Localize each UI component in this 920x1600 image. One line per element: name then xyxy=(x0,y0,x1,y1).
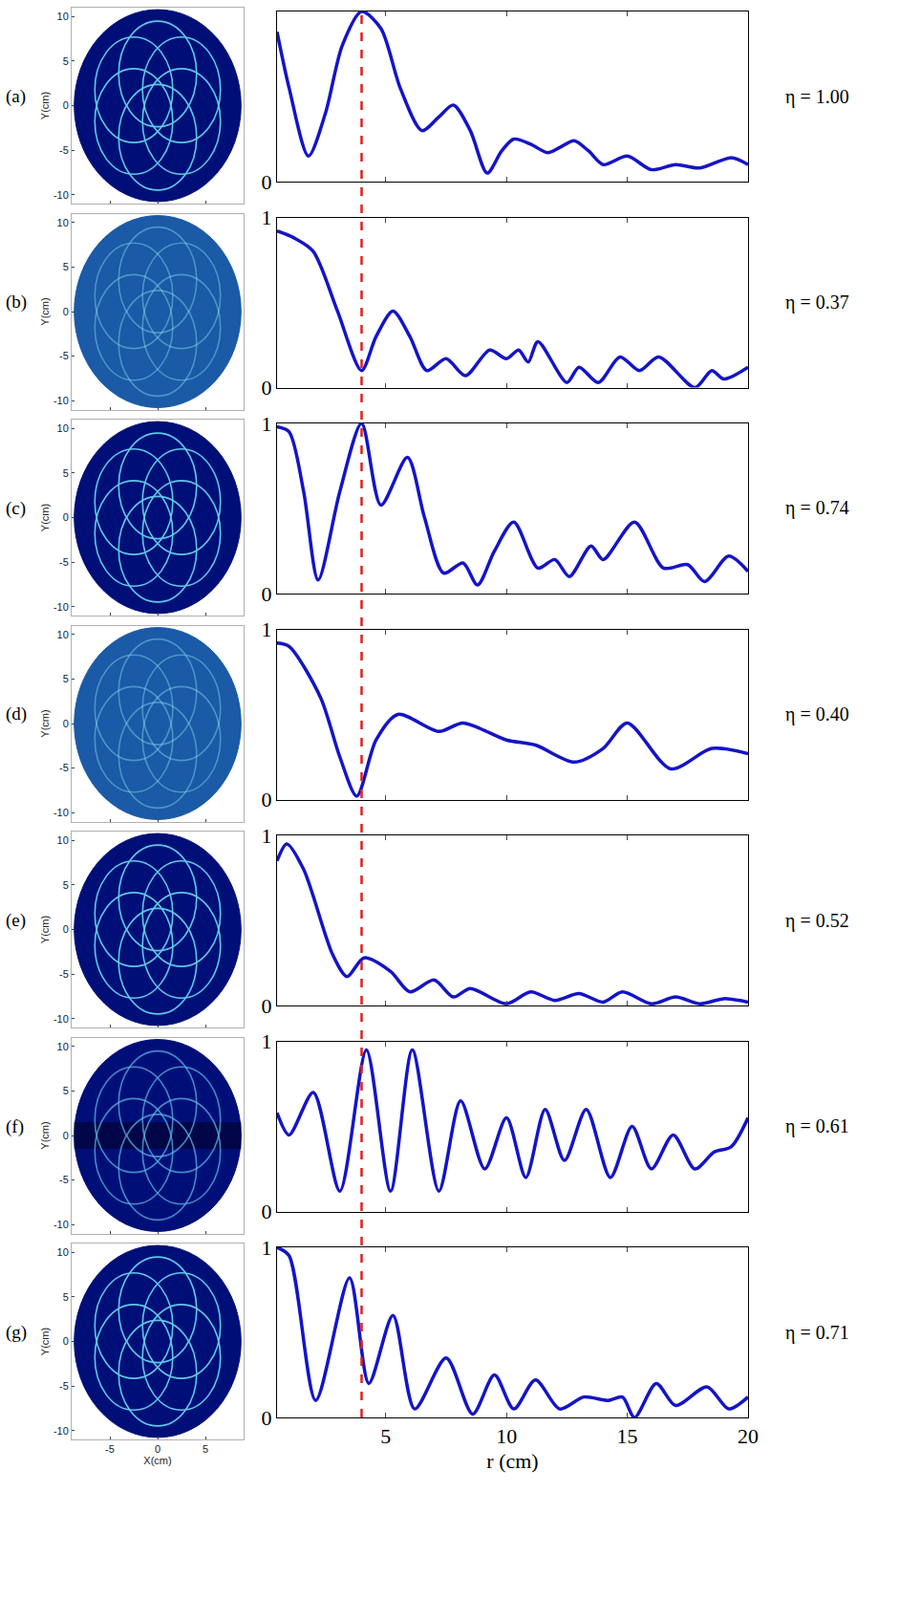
svg-text:Y(cm): Y(cm) xyxy=(39,503,51,532)
svg-text:(a): (a) xyxy=(5,85,26,107)
svg-text:-5: -5 xyxy=(59,556,69,568)
svg-text:-10: -10 xyxy=(53,394,69,407)
svg-text:0: 0 xyxy=(63,1334,69,1347)
svg-text:-5: -5 xyxy=(59,144,69,156)
svg-text:-10: -10 xyxy=(53,1012,69,1025)
svg-text:10: 10 xyxy=(57,10,69,22)
svg-text:1: 1 xyxy=(261,411,273,436)
svg-text:5: 5 xyxy=(63,1084,69,1096)
svg-text:5: 5 xyxy=(63,467,69,479)
svg-text:-5: -5 xyxy=(59,967,69,980)
svg-text:0: 0 xyxy=(261,170,273,194)
svg-text:15: 15 xyxy=(617,1423,639,1448)
svg-text:η = 0.71: η = 0.71 xyxy=(785,1321,850,1344)
svg-text:0: 0 xyxy=(63,717,69,729)
svg-text:Y(cm): Y(cm) xyxy=(39,1120,51,1149)
svg-text:10: 10 xyxy=(57,216,69,229)
svg-text:0: 0 xyxy=(63,1129,69,1141)
svg-text:(e): (e) xyxy=(5,909,26,931)
svg-text:r (cm): r (cm) xyxy=(486,1448,538,1473)
svg-text:5: 5 xyxy=(63,260,69,273)
svg-text:(d): (d) xyxy=(5,703,27,725)
svg-text:-5: -5 xyxy=(59,349,69,362)
svg-text:-10: -10 xyxy=(53,806,69,818)
svg-text:20: 20 xyxy=(737,1423,759,1448)
svg-text:5: 5 xyxy=(63,878,69,891)
svg-text:Y(cm): Y(cm) xyxy=(39,91,51,120)
svg-text:1: 1 xyxy=(261,617,273,642)
svg-text:10: 10 xyxy=(57,834,69,846)
svg-text:0: 0 xyxy=(63,922,69,935)
svg-text:-10: -10 xyxy=(53,189,69,201)
svg-text:0: 0 xyxy=(63,99,69,111)
svg-text:0: 0 xyxy=(63,305,69,318)
svg-text:(c): (c) xyxy=(5,497,26,519)
svg-text:10: 10 xyxy=(495,1423,517,1448)
svg-text:1: 1 xyxy=(261,1235,273,1260)
svg-text:Y(cm): Y(cm) xyxy=(39,708,51,737)
svg-text:(f): (f) xyxy=(5,1115,24,1137)
svg-text:η = 0.37: η = 0.37 xyxy=(785,291,850,314)
svg-text:-10: -10 xyxy=(53,1424,69,1436)
svg-text:η = 0.61: η = 0.61 xyxy=(785,1114,850,1137)
svg-text:0: 0 xyxy=(261,787,273,812)
svg-text:1: 1 xyxy=(261,1028,273,1053)
svg-text:-10: -10 xyxy=(53,1218,69,1230)
svg-text:Y(cm): Y(cm) xyxy=(39,915,51,943)
svg-text:-5: -5 xyxy=(59,1173,69,1185)
svg-text:0: 0 xyxy=(261,1198,273,1223)
svg-text:0: 0 xyxy=(261,375,273,400)
svg-text:0: 0 xyxy=(63,511,69,523)
svg-text:1: 1 xyxy=(261,205,273,230)
svg-text:-5: -5 xyxy=(59,761,69,773)
svg-text:10: 10 xyxy=(57,1245,69,1258)
svg-text:0: 0 xyxy=(154,1442,161,1455)
svg-text:(g): (g) xyxy=(5,1321,27,1343)
svg-text:Y(cm): Y(cm) xyxy=(39,297,51,325)
svg-text:5: 5 xyxy=(202,1442,209,1455)
svg-text:5: 5 xyxy=(63,55,69,67)
svg-text:-5: -5 xyxy=(59,1379,69,1391)
svg-text:η = 0.52: η = 0.52 xyxy=(785,909,850,932)
svg-text:0: 0 xyxy=(261,993,273,1018)
svg-text:10: 10 xyxy=(57,628,69,641)
svg-text:10: 10 xyxy=(57,1040,69,1052)
svg-text:5: 5 xyxy=(63,672,69,685)
svg-text:-5: -5 xyxy=(105,1442,115,1455)
svg-text:-10: -10 xyxy=(53,600,69,613)
svg-text:10: 10 xyxy=(57,422,69,434)
svg-text:5: 5 xyxy=(380,1423,391,1448)
svg-text:5: 5 xyxy=(63,1290,69,1303)
svg-text:Y(cm): Y(cm) xyxy=(39,1326,51,1355)
svg-text:0: 0 xyxy=(261,581,273,606)
svg-text:η = 0.40: η = 0.40 xyxy=(785,703,850,726)
svg-text:η = 0.74: η = 0.74 xyxy=(785,496,850,519)
svg-text:1: 1 xyxy=(261,823,273,848)
svg-text:X(cm): X(cm) xyxy=(143,1454,172,1466)
svg-text:0: 0 xyxy=(261,1405,273,1430)
svg-text:η = 1.00: η = 1.00 xyxy=(785,85,850,108)
svg-text:(b): (b) xyxy=(5,291,27,313)
